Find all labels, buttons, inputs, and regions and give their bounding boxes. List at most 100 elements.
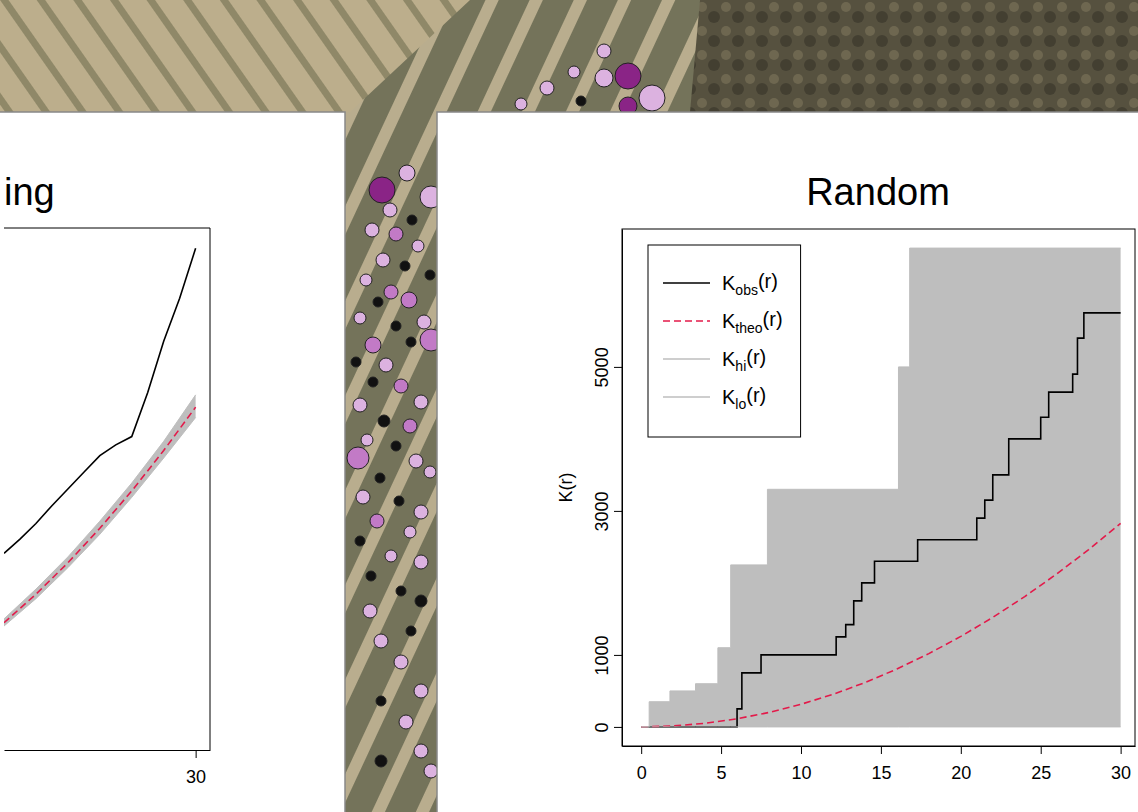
- y-tick-label: 1000: [592, 635, 612, 675]
- x-tick: 10: [791, 746, 811, 783]
- tree-point: [394, 655, 408, 669]
- forest: [690, 0, 1138, 112]
- x-tick-mark: [721, 746, 722, 754]
- x-tick-mark: [196, 750, 197, 758]
- tree-point: [360, 274, 372, 286]
- legend: Kobs(r)Ktheo(r)Khi(r)Klo(r): [648, 245, 801, 437]
- tree-point: [351, 357, 361, 367]
- legend-label: Khi(r): [722, 346, 766, 374]
- y-axis-line: [622, 230, 623, 747]
- x-tick: 20: [951, 746, 971, 783]
- tree-point: [597, 44, 611, 58]
- tree-point: [379, 358, 393, 372]
- y-tick: 5000: [592, 347, 622, 387]
- plot-frame: [622, 229, 1135, 746]
- y-axis-title: K(r): [556, 473, 576, 503]
- envelope-line: [4, 395, 196, 619]
- tree-point: [615, 63, 641, 89]
- y-tick-label: 5000: [592, 347, 612, 387]
- x-tick: 25: [1031, 746, 1051, 783]
- x-tick-label: 15: [871, 763, 891, 783]
- x-tick-label: 5: [717, 763, 727, 783]
- x-axis-line: [5, 750, 211, 751]
- chart: 30 ing: [4, 171, 211, 787]
- tree-point: [424, 764, 438, 778]
- legend-label: Kobs(r): [722, 270, 778, 298]
- plot-frame: [4, 228, 210, 750]
- tree-point: [365, 337, 381, 353]
- y-tick-label: 0: [592, 722, 612, 732]
- x-tick-label: 30: [186, 767, 206, 787]
- tree-point: [394, 379, 408, 393]
- legend-swatch: [663, 358, 710, 360]
- x-tick: 15: [871, 746, 891, 783]
- tree-point: [412, 240, 424, 252]
- tree-point: [406, 626, 416, 636]
- y-tick: 0: [592, 722, 622, 732]
- x-tick-mark: [881, 746, 882, 754]
- tree-point: [385, 550, 397, 562]
- tree-point: [568, 66, 580, 78]
- y-tick-mark: [614, 511, 622, 512]
- x-tick-mark: [801, 746, 802, 754]
- chart: 0 5 10 15 20 25 30 0 1000 3000 5000 Random K(r) Kobs(…: [556, 171, 1136, 783]
- x-tick: 30: [186, 750, 206, 787]
- chart-title: Random: [806, 171, 950, 213]
- x-tick-label: 0: [637, 763, 647, 783]
- tree-point: [347, 447, 369, 469]
- x-tick-mark: [961, 746, 962, 754]
- panel: [437, 112, 1138, 812]
- tree-point: [399, 165, 415, 181]
- envelope-line: [4, 417, 196, 626]
- tree-point: [425, 270, 435, 280]
- tree-point: [375, 755, 387, 767]
- tree-point: [365, 223, 379, 237]
- x-tick: 5: [717, 746, 727, 783]
- x-tick-label: 20: [951, 763, 971, 783]
- x-tick-mark: [1041, 746, 1042, 754]
- tree-point: [403, 419, 417, 433]
- tree-point: [396, 586, 406, 596]
- plot-area: [4, 248, 196, 626]
- tree-point: [414, 395, 428, 409]
- legend-label: Klo(r): [722, 384, 766, 412]
- tree-point: [374, 634, 388, 648]
- tree-point: [356, 490, 370, 504]
- y-tick-mark: [614, 727, 622, 728]
- x-axis: 30: [5, 750, 211, 787]
- x-tick-label: 25: [1031, 763, 1051, 783]
- tree-point: [378, 415, 390, 427]
- tree-point: [355, 536, 365, 546]
- tree-point: [414, 505, 428, 519]
- tree-point: [404, 526, 416, 538]
- tree-point: [353, 398, 367, 412]
- legend-swatch: [663, 320, 710, 322]
- k-line: [641, 523, 1120, 727]
- tree-point: [363, 604, 377, 618]
- tree-point: [407, 215, 417, 225]
- chart-title: ing: [4, 171, 55, 213]
- tree-point: [361, 434, 373, 446]
- legend-swatch: [663, 396, 710, 398]
- tree-point: [401, 292, 417, 308]
- x-tick: 30: [1111, 746, 1131, 783]
- legend-swatch: [663, 282, 710, 284]
- envelope: [4, 395, 196, 626]
- figure: 30 ing 0 5 10 15 20 25 30 0 1000 3000 5000 Random K(r)…: [0, 0, 1138, 812]
- k-line: [4, 407, 196, 623]
- tree-point: [368, 377, 378, 387]
- x-axis: 0 5 10 15 20 25 30: [623, 746, 1136, 783]
- tree-point: [414, 744, 428, 758]
- y-tick: 3000: [592, 491, 622, 531]
- x-tick: 0: [637, 746, 647, 783]
- tree-point: [540, 81, 554, 95]
- tree-point: [415, 595, 427, 607]
- tree-point: [409, 454, 423, 468]
- x-tick-label: 10: [791, 763, 811, 783]
- tree-point: [373, 297, 383, 307]
- y-axis: 0 1000 3000 5000: [592, 230, 623, 747]
- tree-point: [366, 571, 376, 581]
- tree-point: [400, 261, 410, 271]
- tree-point: [389, 227, 403, 241]
- y-tick: 1000: [592, 635, 622, 675]
